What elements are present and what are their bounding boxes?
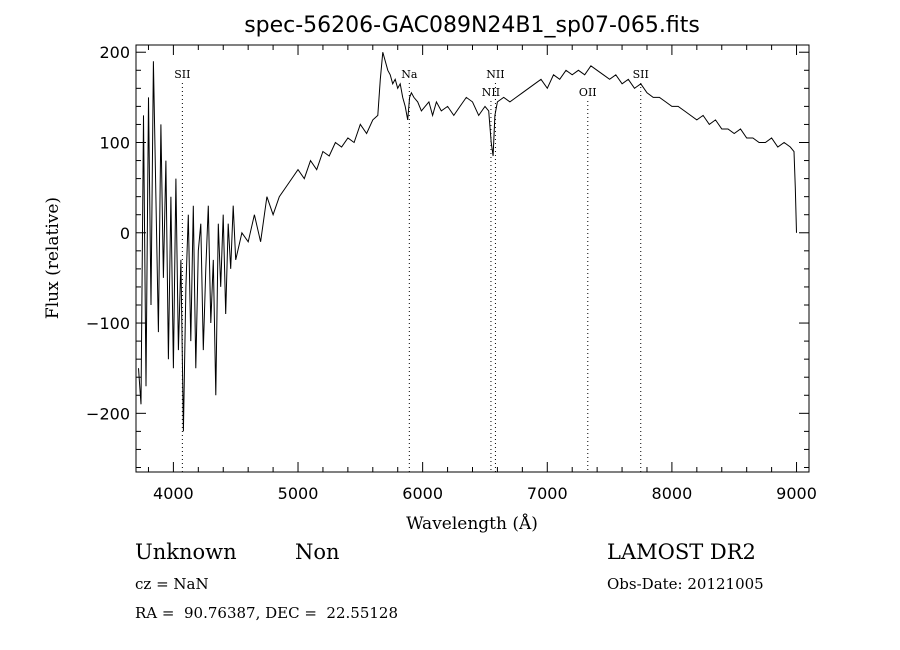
y-tick-label: −200 (86, 404, 130, 423)
coordinates: RA = 90.76387, DEC = 22.55128 (135, 604, 399, 622)
line-marker-label: NII (482, 86, 500, 99)
line-marker-label: SII (174, 68, 190, 81)
obs-date: Obs-Date: 20121005 (607, 575, 764, 593)
y-tick-label: 100 (99, 133, 130, 152)
y-tick-label: −100 (86, 314, 130, 333)
line-annotations: SII Na NII NII OII SII (174, 68, 649, 472)
x-tick-label: 5000 (278, 484, 319, 503)
y-tick-label: 0 (120, 224, 130, 243)
x-axis-label: Wavelength (Å) (406, 513, 538, 534)
line-marker-label: OII (579, 86, 597, 99)
class-label: Unknown (135, 540, 237, 564)
cz-value: cz = NaN (135, 575, 209, 593)
subclass-label: Non (295, 540, 340, 564)
x-tick-label: 9000 (776, 484, 817, 503)
chart-title: spec-56206-GAC089N24B1_sp07-065.fits (244, 13, 700, 38)
axis-ticks: 4000 5000 6000 7000 8000 9000 −200 −100 0 100 200 (86, 43, 817, 503)
x-tick-label: 6000 (402, 484, 443, 503)
spectrum-series-line (138, 52, 797, 432)
y-axis-label: Flux (relative) (43, 197, 63, 319)
line-marker-label: Na (401, 68, 418, 81)
line-marker-label: NII (486, 68, 504, 81)
x-tick-label: 4000 (153, 484, 194, 503)
x-tick-label: 8000 (652, 484, 693, 503)
survey-label: LAMOST DR2 (607, 540, 756, 564)
plot-frame (135, 44, 810, 473)
y-tick-label: 200 (99, 43, 130, 62)
x-tick-label: 7000 (527, 484, 568, 503)
line-marker-label: SII (633, 68, 649, 81)
